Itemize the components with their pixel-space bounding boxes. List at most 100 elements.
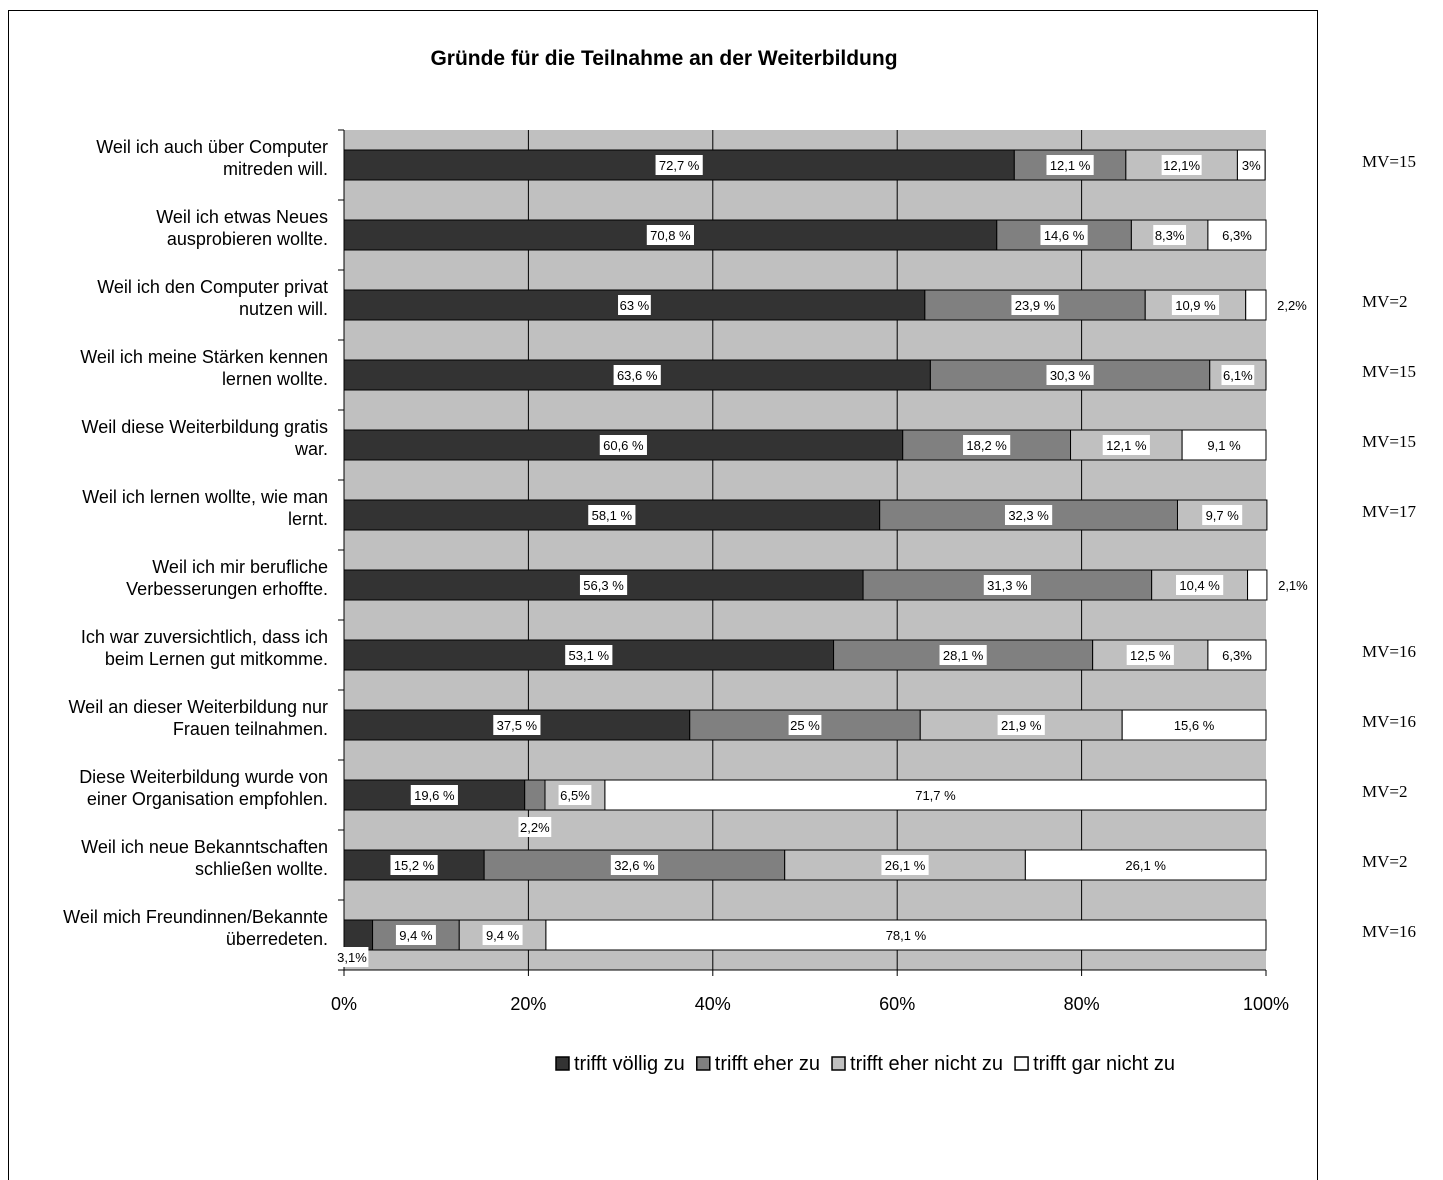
- category-label: Weil ich den Computer privat nutzen will.: [97, 277, 328, 319]
- data-label: 60,6 %: [603, 438, 644, 453]
- data-label: 28,1 %: [943, 648, 984, 663]
- data-label-bg: [1040, 225, 1088, 245]
- data-label-bg: [390, 855, 438, 875]
- data-label: 18,2 %: [966, 438, 1007, 453]
- category-label: Weil diese Weiterbildung gratis war.: [82, 417, 328, 459]
- category-label: Diese Weiterbildung wurde von einer Organ…: [79, 767, 328, 809]
- data-label: 9,4 %: [399, 928, 433, 943]
- data-label-bg: [1011, 295, 1059, 315]
- x-tick-label: 20%: [510, 994, 546, 1014]
- legend-label: trifft gar nicht zu: [1033, 1053, 1175, 1075]
- category-label: Weil mich Freundinnen/Bekannte überredete…: [63, 907, 328, 949]
- data-label: 56,3 %: [583, 578, 624, 593]
- legend-swatch: [1014, 1056, 1029, 1071]
- data-label-bg: [881, 855, 929, 875]
- data-label-bg: [518, 817, 552, 837]
- bar-segment: [1245, 289, 1267, 321]
- data-label-bg: [983, 575, 1031, 595]
- data-label-bg: [482, 925, 523, 945]
- data-label: 12,1 %: [1050, 158, 1091, 173]
- category-labels: Weil ich auch über Computer mitreden will…: [63, 137, 328, 949]
- data-label-bg: [410, 785, 458, 805]
- mv-annotation: MV=15: [1362, 362, 1416, 381]
- bar-segment: [343, 919, 374, 951]
- data-label-bg: [1176, 575, 1224, 595]
- data-label: 3,1%: [337, 950, 367, 965]
- data-label: 10,4 %: [1179, 578, 1220, 593]
- data-label-bg: [1126, 645, 1174, 665]
- data-label-bg: [565, 645, 613, 665]
- data-label: 15,2 %: [394, 858, 435, 873]
- data-label: 6,1%: [1223, 368, 1253, 383]
- data-label: 71,7 %: [915, 788, 956, 803]
- legend-label: trifft eher zu: [715, 1053, 820, 1075]
- mv-annotation: MV=15: [1362, 432, 1416, 451]
- data-label: 72,7 %: [659, 158, 700, 173]
- category-label: Ich war zuversichtlich, dass ich beim Ler…: [81, 627, 328, 669]
- plot-area: [344, 130, 1266, 970]
- data-label: 78,1 %: [886, 928, 927, 943]
- data-label: 2,1%: [1278, 578, 1308, 593]
- data-label-bg: [882, 925, 930, 945]
- data-label: 32,6 %: [614, 858, 655, 873]
- data-label: 26,1 %: [1125, 858, 1166, 873]
- mv-annotation: MV=2: [1362, 782, 1407, 801]
- bar-segment: [1247, 569, 1268, 601]
- data-label-bg: [618, 295, 651, 315]
- data-label: 70,8 %: [650, 228, 691, 243]
- data-label-bg: [1220, 645, 1254, 665]
- mv-annotations: MV=15 MV=2 MV=15 MV=15 MV=17 MV=16 MV=16 MV=2 MV…: [1362, 152, 1416, 941]
- data-label: 30,3 %: [1050, 368, 1091, 383]
- data-label: 6,5%: [560, 788, 590, 803]
- mv-annotation: MV=2: [1362, 292, 1407, 311]
- data-label-bg: [1102, 435, 1150, 455]
- data-label-bg: [1202, 505, 1243, 525]
- legend-swatch: [831, 1056, 846, 1071]
- data-label-bg: [646, 225, 694, 245]
- data-label: 2,2%: [520, 820, 550, 835]
- data-label-bg: [1204, 435, 1245, 455]
- data-label: 21,9 %: [1001, 718, 1042, 733]
- category-label: Weil ich lernen wollte, wie man lernt.: [82, 487, 328, 529]
- mv-annotation: MV=15: [1362, 152, 1416, 171]
- data-label-bg: [579, 575, 628, 595]
- data-label-bg: [1046, 155, 1094, 175]
- data-label-bg: [588, 505, 636, 525]
- data-label: 12,1%: [1163, 158, 1200, 173]
- data-label: 10,9 %: [1175, 298, 1216, 313]
- data-label-bg: [599, 435, 647, 455]
- chart-frame: [8, 10, 1318, 1180]
- data-label-bg: [335, 947, 369, 967]
- x-tick-label: 80%: [1064, 994, 1100, 1014]
- data-label-bg: [1242, 155, 1261, 175]
- data-label: 15,6 %: [1174, 718, 1215, 733]
- data-label-bg: [1171, 295, 1220, 315]
- data-label-bg: [655, 155, 703, 175]
- axes: 0% 20% 40% 60% 80% 100%: [331, 129, 1289, 1014]
- data-label-bg: [1046, 365, 1094, 385]
- data-labels: 72,7 % 12,1 % 12,1% 3% 70,8 % 14,6 % 8,3% 6,3% 6…: [335, 155, 1308, 967]
- data-label: 25 %: [790, 718, 820, 733]
- category-label: Weil ich etwas Neues ausprobieren wollte.: [156, 207, 328, 249]
- data-label: 63,6 %: [617, 368, 658, 383]
- x-tick-label: 40%: [695, 994, 731, 1014]
- data-label-bg: [1122, 855, 1170, 875]
- data-label: 32,3 %: [1008, 508, 1049, 523]
- data-label: 6,3%: [1222, 648, 1252, 663]
- data-label: 9,7 %: [1206, 508, 1240, 523]
- data-label: 2,2%: [1277, 298, 1307, 313]
- mv-annotation: MV=2: [1362, 852, 1407, 871]
- data-label-bg: [1004, 505, 1053, 525]
- data-label-bg: [997, 715, 1045, 735]
- data-label: 6,3%: [1222, 228, 1252, 243]
- data-label: 12,5 %: [1130, 648, 1171, 663]
- legend-label: trifft eher nicht zu: [850, 1053, 1003, 1075]
- data-label-bg: [493, 715, 541, 735]
- data-label-bg: [558, 785, 592, 805]
- data-label-bg: [1153, 225, 1187, 245]
- data-label: 8,3%: [1155, 228, 1185, 243]
- data-label: 9,4 %: [486, 928, 520, 943]
- data-label-bg: [610, 855, 659, 875]
- category-label: Weil ich auch über Computer mitreden will…: [96, 137, 328, 179]
